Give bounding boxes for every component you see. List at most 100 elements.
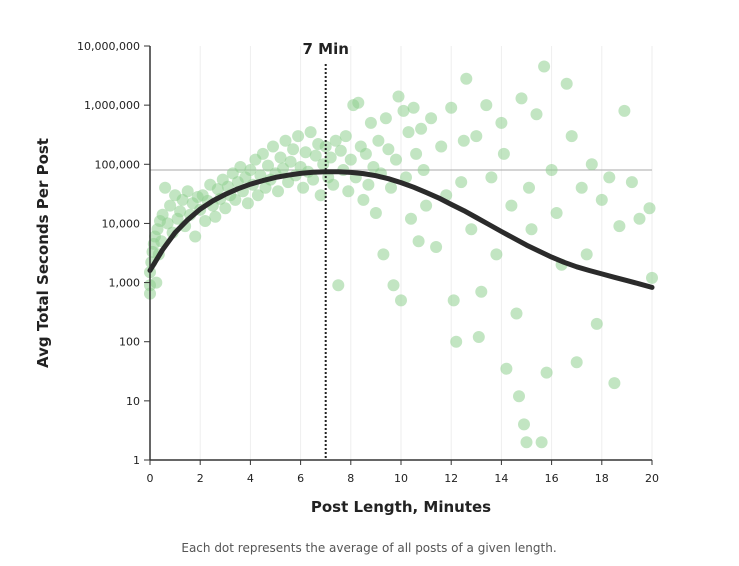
data-point <box>267 140 279 153</box>
data-point <box>387 279 400 292</box>
data-point <box>159 181 172 194</box>
data-point <box>284 155 297 168</box>
y-axis-title: Avg Total Seconds Per Post <box>34 138 52 368</box>
data-point <box>643 202 656 215</box>
data-point <box>595 193 608 206</box>
data-point <box>633 212 646 225</box>
x-tick-label: 4 <box>247 472 254 485</box>
data-point <box>410 147 423 160</box>
data-points-layer <box>144 60 658 449</box>
data-point <box>314 189 327 202</box>
chart-caption: Each dot represents the average of all p… <box>181 541 556 555</box>
data-point <box>470 130 483 143</box>
data-point <box>575 181 588 194</box>
x-tick-label: 20 <box>645 472 659 485</box>
x-tick-label: 18 <box>595 472 609 485</box>
data-point <box>580 248 593 261</box>
data-point <box>560 77 573 90</box>
data-point <box>510 307 523 320</box>
data-point <box>372 134 385 147</box>
data-point <box>161 217 174 230</box>
data-point <box>535 436 548 449</box>
y-tick-label: 100,000 <box>95 158 141 171</box>
data-point <box>327 178 340 191</box>
seven-minute-marker-label: 7 Min <box>302 40 348 58</box>
data-point <box>287 143 300 156</box>
data-point <box>475 285 488 298</box>
data-point <box>181 185 194 198</box>
data-point <box>211 183 224 196</box>
data-point <box>618 104 631 117</box>
data-point <box>523 181 535 194</box>
data-point <box>513 390 525 403</box>
data-point <box>256 147 269 160</box>
data-point <box>400 171 412 184</box>
data-point <box>480 99 493 112</box>
data-point <box>472 331 485 343</box>
x-tick-label: 16 <box>545 472 559 485</box>
data-point <box>279 134 292 147</box>
data-point <box>357 193 370 206</box>
data-point <box>520 436 533 449</box>
data-point <box>495 116 508 129</box>
data-point <box>241 197 254 210</box>
data-point <box>530 108 543 121</box>
data-point <box>415 122 428 135</box>
data-point <box>379 112 392 125</box>
data-point <box>272 185 284 198</box>
data-point <box>420 199 433 212</box>
data-point <box>352 96 365 109</box>
data-point <box>405 212 417 225</box>
data-point <box>608 377 621 390</box>
data-point <box>397 104 410 117</box>
data-point <box>251 189 264 202</box>
data-point <box>304 126 317 139</box>
data-point <box>219 202 232 215</box>
x-tick-label: 6 <box>297 472 304 485</box>
data-point <box>332 279 345 292</box>
x-tick-label: 0 <box>147 472 154 485</box>
x-tick-labels: 0 2 4 6 8 10 12 14 16 18 20 <box>147 460 659 485</box>
data-point <box>385 181 397 194</box>
data-point <box>646 271 658 284</box>
data-point <box>435 140 448 153</box>
data-point <box>234 161 247 173</box>
data-point <box>324 151 337 164</box>
data-point <box>309 149 322 162</box>
data-point <box>505 199 518 212</box>
data-point <box>613 220 626 233</box>
data-point <box>150 276 163 289</box>
data-point <box>329 134 342 147</box>
data-point <box>334 144 347 157</box>
data-point <box>603 171 616 184</box>
data-point <box>274 151 287 164</box>
data-point <box>319 140 332 153</box>
data-point <box>377 248 390 261</box>
y-tick-label: 1,000,000 <box>84 99 140 112</box>
x-tick-label: 12 <box>444 472 458 485</box>
data-point <box>299 146 312 159</box>
data-point <box>297 181 310 194</box>
y-tick-label: 10 <box>126 395 140 408</box>
data-point <box>364 116 377 129</box>
data-point <box>460 72 473 85</box>
data-point <box>362 178 375 191</box>
data-point <box>545 164 558 176</box>
data-point <box>497 147 510 160</box>
y-tick-label: 1,000 <box>109 277 141 290</box>
data-point <box>457 134 470 147</box>
x-axis-title: Post Length, Minutes <box>311 498 491 516</box>
fit-curve-layer <box>147 169 655 290</box>
data-point <box>392 90 405 103</box>
data-point <box>590 317 603 330</box>
annotation-layer: 7 Min <box>302 40 349 460</box>
data-point <box>390 153 402 166</box>
y-tick-label: 10,000 <box>102 217 141 230</box>
data-point <box>412 235 425 248</box>
data-point <box>450 335 463 348</box>
data-point <box>199 215 212 227</box>
data-point <box>625 176 638 189</box>
data-point <box>382 143 395 156</box>
